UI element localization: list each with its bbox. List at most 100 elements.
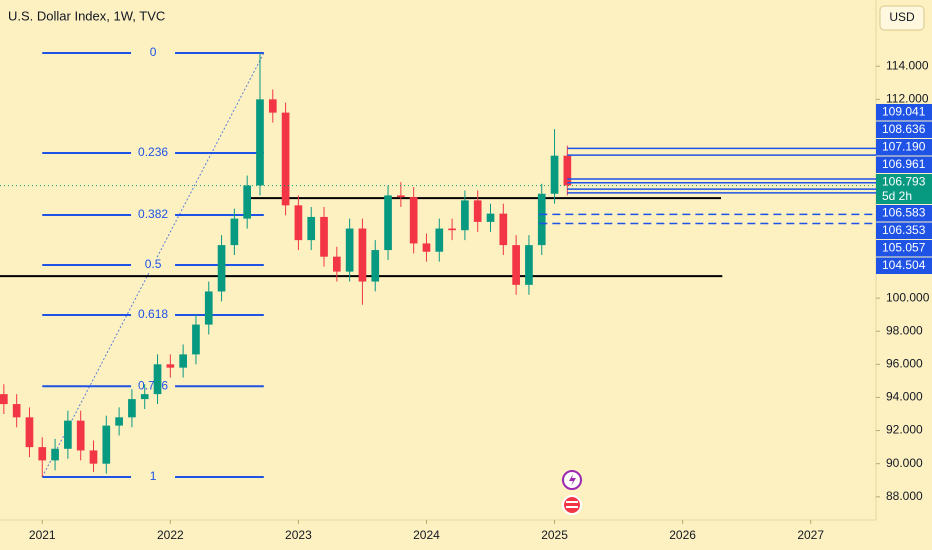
candle-body [371, 250, 380, 282]
y-tick-label: 94.000 [886, 390, 923, 404]
y-tick-label: 92.000 [886, 423, 923, 437]
fib-label-bg [131, 257, 176, 272]
fib-label-bg [131, 45, 176, 60]
candle-body [12, 404, 21, 418]
candle-body [281, 112, 290, 206]
fib-level-label: 0 [150, 45, 157, 59]
fib-level-label: 0.236 [138, 145, 168, 159]
x-tick-label: 2021 [29, 528, 56, 542]
candle-body [256, 99, 264, 186]
flag-icon[interactable] [562, 495, 582, 515]
y-tick-label: 114.000 [886, 58, 929, 72]
price-tag [876, 104, 932, 121]
candle-body [448, 228, 456, 231]
y-tick-label: 90.000 [886, 456, 923, 470]
candle-body [294, 205, 303, 241]
candle-body [486, 213, 495, 222]
price-tag-label: 105.057 [882, 241, 926, 255]
price-tag-label: 104.504 [882, 258, 926, 272]
candle-body [51, 448, 59, 461]
candle-body [115, 417, 123, 426]
price-tag-label: 107.190 [882, 140, 926, 154]
price-tag [876, 240, 932, 257]
candle-body [345, 228, 354, 272]
price-tag [876, 222, 932, 239]
fib-level-label: 0.382 [138, 207, 168, 221]
x-tick-label: 2023 [285, 528, 312, 542]
candle-body [409, 197, 418, 244]
candle-body [332, 256, 341, 272]
fib-level-label: 0.786 [138, 378, 168, 392]
x-tick-label: 2022 [157, 528, 184, 542]
fib-label-bg [131, 469, 176, 484]
y-tick-label: 112.000 [886, 92, 929, 106]
price-tag-label: 106.961 [882, 157, 926, 171]
candle-body [307, 216, 316, 241]
x-tick-label: 2027 [797, 528, 824, 542]
y-tick-label: 98.000 [886, 323, 923, 337]
price-tag [876, 139, 932, 156]
fib-level-label: 0.618 [138, 307, 168, 321]
price-tag [876, 174, 932, 204]
x-tick-label: 2026 [669, 528, 696, 542]
candle-body [320, 216, 328, 257]
y-tick-label: 96.000 [886, 357, 923, 371]
candle-body [397, 195, 405, 198]
candle-body [563, 155, 572, 186]
fib-level-label: 1 [150, 469, 157, 483]
price-tag [876, 156, 932, 173]
candle-body [384, 195, 392, 251]
countdown-label: 5d 2h [882, 189, 912, 203]
price-tag [876, 121, 932, 138]
currency-label[interactable]: USD [889, 10, 915, 24]
x-tick-label: 2025 [541, 528, 568, 542]
price-tag-label: 108.636 [882, 122, 926, 136]
candle-body [204, 291, 213, 325]
candle-body [89, 450, 98, 464]
candle-body [422, 243, 431, 252]
candle-body [537, 193, 546, 246]
price-tag-label: 106.583 [882, 206, 926, 220]
fib-label-bg [131, 146, 176, 161]
candle-body [473, 200, 482, 222]
candle-body [76, 420, 85, 451]
candle-body [512, 245, 520, 285]
currency-button[interactable] [879, 5, 925, 31]
price-tag-label: 109.041 [882, 105, 926, 119]
candle-body [38, 447, 47, 461]
candle-body [0, 394, 8, 405]
candle-body [461, 200, 469, 231]
fib-label-bg [131, 207, 176, 222]
event-bolt [569, 474, 576, 486]
candle-body [166, 364, 175, 368]
candle-body [358, 228, 367, 282]
candle-body [128, 399, 136, 418]
candle-body [192, 324, 200, 355]
y-tick-label: 88.000 [886, 489, 923, 503]
plot: 0 0.236 0.382 0.5 0.618 0.786 1 [0, 45, 876, 484]
y-tick-label: 100.000 [886, 290, 930, 304]
price-tag-label: 106.793 [882, 175, 926, 189]
price-tag [876, 205, 932, 222]
flag-stripe [566, 506, 578, 508]
price-tag [876, 257, 932, 274]
x-tick-label: 2024 [413, 528, 440, 542]
candle-body [550, 155, 559, 194]
fib-label-bg [131, 379, 176, 394]
candle-body [102, 425, 111, 464]
candle-body [217, 245, 226, 292]
candle-body [153, 364, 162, 395]
candle-body [435, 228, 444, 252]
candle-body [230, 218, 239, 246]
chart-title: U.S. Dollar Index, 1W, TVC [8, 8, 165, 23]
candle-body [25, 417, 34, 448]
fib-label-bg [131, 307, 176, 322]
candle-body [525, 245, 533, 285]
flag-stripe [566, 501, 578, 503]
fib-level-label: 0.5 [145, 257, 162, 271]
candle-body [499, 213, 508, 246]
candle-body [179, 354, 187, 368]
candle-body [64, 420, 72, 449]
